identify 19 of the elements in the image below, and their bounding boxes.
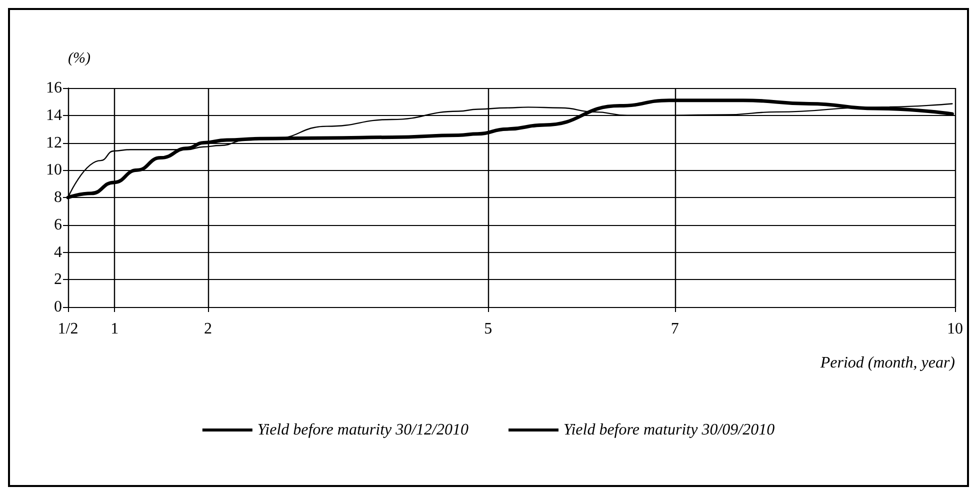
x-axis-title: Period (month, year) [819,354,955,372]
y-tick-label: 16 [46,80,62,96]
legend-label: Yield before maturity 30/12/2010 [257,422,468,438]
x-tick-label: 2 [204,320,212,338]
y-tick-label: 6 [54,216,62,234]
y-tick-label: 4 [54,244,62,261]
y-tick-label: 10 [46,162,62,179]
y-tick-label: 14 [46,106,62,124]
y-tick-label: 12 [46,134,62,152]
x-tick-label: 1 [110,320,119,338]
x-tick-label: 10 [947,320,963,338]
y-axis-title: (%) [68,50,90,66]
legend-label: Yield before maturity 30/09/2010 [564,422,775,438]
y-tick-label: 2 [54,271,62,288]
x-tick-label: 5 [484,320,492,338]
x-tick-label: 7 [670,320,679,338]
x-tick-label: 1/2 [58,320,78,338]
y-tick-label: 8 [54,189,62,206]
y-tick-label: 0 [54,298,62,316]
